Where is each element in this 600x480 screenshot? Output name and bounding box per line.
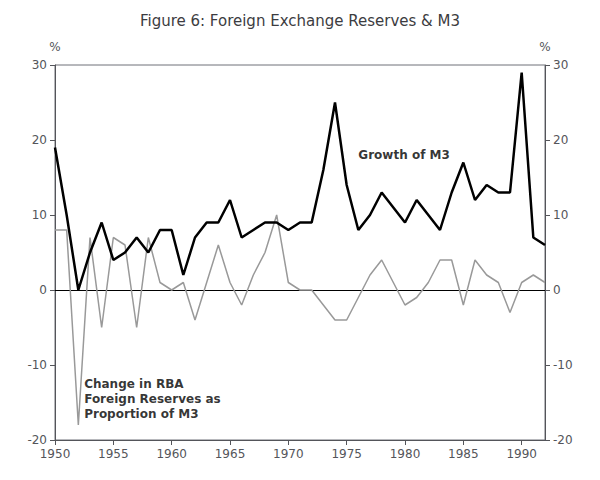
svg-text:Foreign Reserves as: Foreign Reserves as (84, 392, 221, 406)
svg-text:1965: 1965 (215, 447, 246, 461)
svg-text:0: 0 (39, 283, 47, 297)
svg-text:-10: -10 (27, 358, 47, 372)
svg-text:20: 20 (32, 133, 47, 147)
svg-text:1980: 1980 (390, 447, 421, 461)
svg-text:-20: -20 (553, 433, 573, 447)
svg-text:-20: -20 (27, 433, 47, 447)
svg-text:%: % (539, 40, 550, 54)
svg-text:10: 10 (32, 208, 47, 222)
svg-text:Growth of M3: Growth of M3 (358, 148, 450, 162)
svg-text:Proportion of M3: Proportion of M3 (84, 407, 198, 421)
svg-text:20: 20 (553, 133, 568, 147)
svg-text:1985: 1985 (448, 447, 479, 461)
svg-text:1970: 1970 (273, 447, 304, 461)
svg-text:Figure 6: Foreign Exchange Res: Figure 6: Foreign Exchange Reserves & M3 (140, 12, 460, 30)
svg-text:1975: 1975 (331, 447, 362, 461)
svg-text:1990: 1990 (506, 447, 537, 461)
svg-text:10: 10 (553, 208, 568, 222)
svg-text:0: 0 (553, 283, 561, 297)
svg-text:%: % (49, 40, 60, 54)
svg-text:30: 30 (32, 58, 47, 72)
svg-text:1955: 1955 (98, 447, 129, 461)
svg-text:-10: -10 (553, 358, 573, 372)
svg-text:1960: 1960 (156, 447, 187, 461)
svg-text:1950: 1950 (40, 447, 71, 461)
svg-text:30: 30 (553, 58, 568, 72)
svg-text:Change in RBA: Change in RBA (84, 377, 184, 391)
